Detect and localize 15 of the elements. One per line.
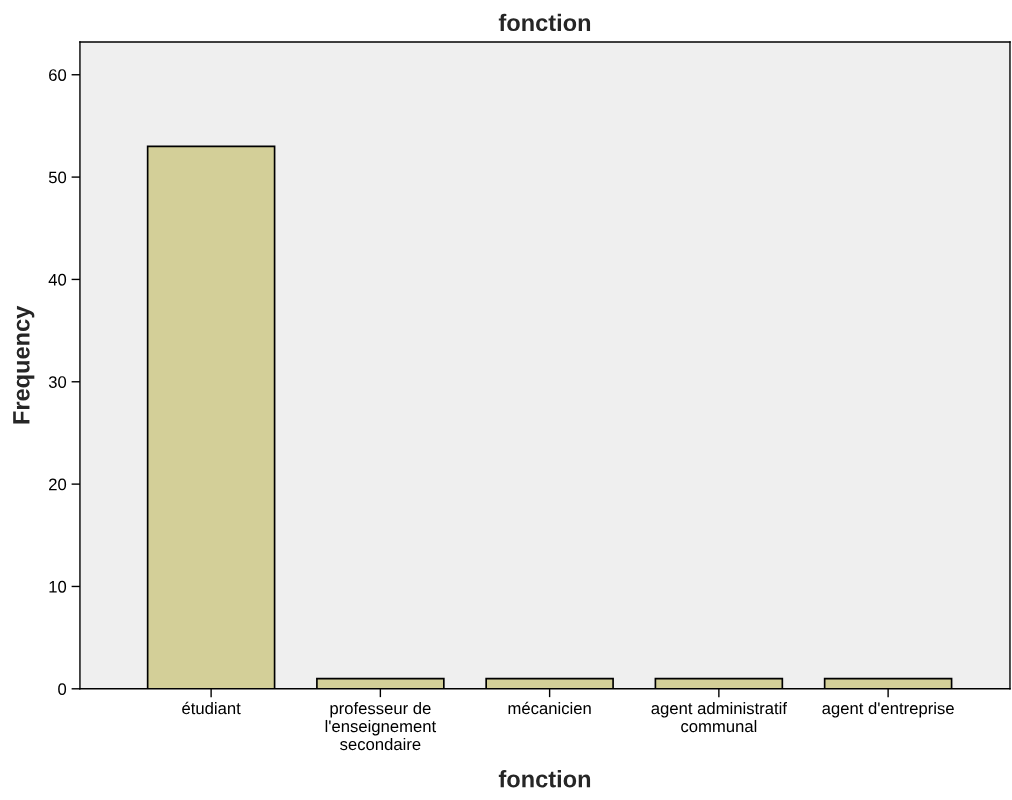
x-tick-label: agent d'entreprise (822, 701, 954, 718)
y-axis-title: Frequency (13, 305, 35, 424)
y-tick-label: 0 (58, 683, 67, 695)
y-tick-label: 10 (49, 580, 67, 593)
y-tick-label: 20 (49, 478, 67, 491)
x-tick-label: mécanicien (508, 701, 591, 715)
x-tick-label: étudiant (182, 701, 241, 715)
y-tick-label: 50 (48, 171, 67, 184)
y-tick-label: 60 (49, 69, 67, 81)
y-tick-label: 30 (48, 376, 67, 388)
chart-title: fonction (498, 13, 591, 32)
y-tick-label: 40 (48, 273, 67, 286)
x-axis-title: fonction (498, 770, 591, 788)
x-tick-label: professeur de l'enseignement secondaire (325, 701, 437, 751)
x-tick-label: agent administratif communal (651, 701, 787, 733)
